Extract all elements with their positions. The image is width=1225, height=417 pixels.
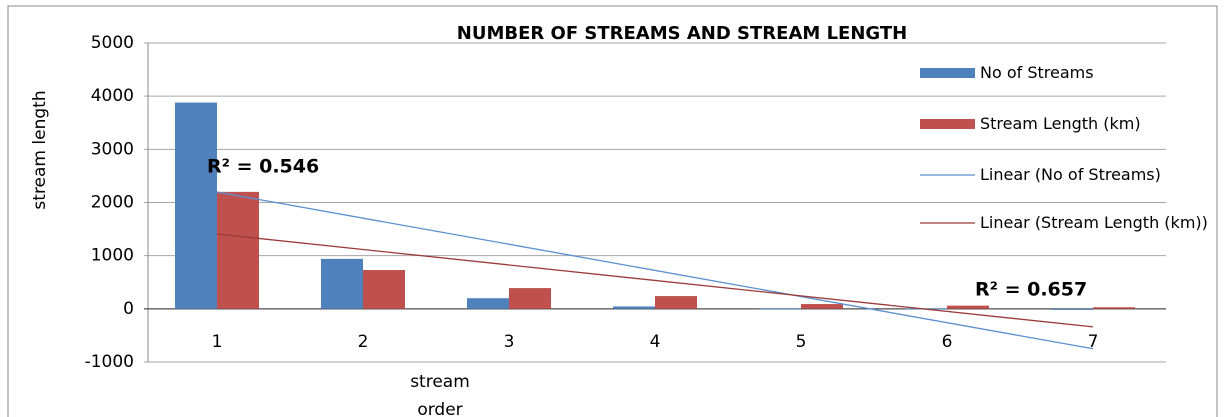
- x-tick-label: 5: [796, 332, 807, 352]
- bar: [1093, 307, 1135, 309]
- bar: [759, 308, 801, 310]
- legend-swatch: [920, 119, 975, 129]
- x-tick-label: 6: [942, 332, 953, 352]
- bar: [947, 305, 989, 309]
- x-tick-label: 4: [650, 332, 661, 352]
- legend-label: Linear (Stream Length (km)): [980, 213, 1208, 232]
- bar: [655, 296, 697, 309]
- x-tick-label: 2: [358, 332, 369, 352]
- bar: [321, 258, 363, 309]
- y-tick-label: 1000: [91, 246, 134, 266]
- bar: [175, 102, 217, 309]
- y-axis-label: stream length: [30, 90, 50, 209]
- legend-label: Linear (No of Streams): [980, 165, 1161, 184]
- bar: [467, 298, 509, 309]
- chart-title: NUMBER OF STREAMS AND STREAM LENGTH: [457, 23, 907, 44]
- legend-label: Stream Length (km): [980, 114, 1141, 133]
- y-tick-label: 3000: [91, 139, 134, 159]
- y-tick-label: 2000: [91, 193, 134, 213]
- r2-label: R² = 0.657: [975, 279, 1087, 301]
- frame: [7, 5, 1218, 417]
- legend-swatch: [920, 68, 975, 78]
- bar: [509, 288, 551, 309]
- x-tick-label: 3: [504, 332, 515, 352]
- y-tick-label: -1000: [85, 352, 134, 372]
- bar: [613, 306, 655, 309]
- y-tick-label: 5000: [91, 33, 134, 53]
- y-tick-label: 4000: [91, 86, 134, 106]
- trendline: [216, 191, 1094, 350]
- bar: [363, 270, 405, 309]
- x-tick-label: 1: [212, 332, 223, 352]
- bar: [1051, 308, 1093, 310]
- y-tick-label: 0: [123, 299, 134, 319]
- bar: [217, 191, 259, 309]
- x-axis-label: stream order: [410, 372, 470, 417]
- x-tick-label: 7: [1088, 332, 1099, 352]
- bar: [801, 304, 843, 309]
- trendline: [216, 233, 1094, 328]
- r2-label: R² = 0.546: [207, 156, 319, 178]
- legend-label: No of Streams: [980, 63, 1094, 82]
